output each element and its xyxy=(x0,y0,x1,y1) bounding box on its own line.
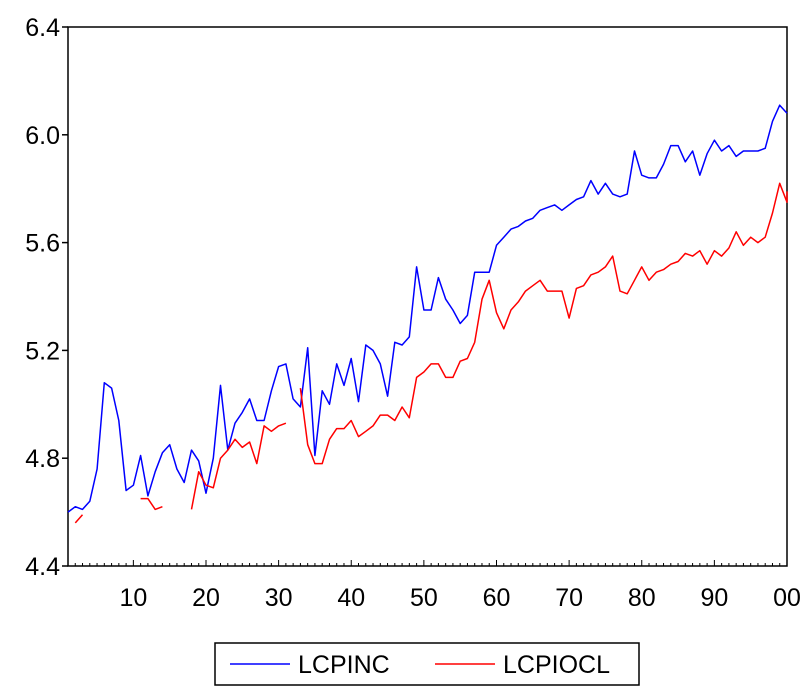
legend-label-lcpinc: LCPINC xyxy=(298,651,390,679)
series-line-lcpiocl xyxy=(74,182,788,524)
x-tick-label: 60 xyxy=(483,584,511,612)
y-tick-label: 6.4 xyxy=(25,14,60,42)
series-layer xyxy=(67,104,788,524)
x-tick-label: 90 xyxy=(700,584,728,612)
y-tick-label: 4.8 xyxy=(25,445,60,473)
x-tick-label: 10 xyxy=(119,584,147,612)
plot-frame xyxy=(67,26,788,567)
x-tick-label: 70 xyxy=(555,584,583,612)
y-tick-label: 5.2 xyxy=(25,337,60,365)
legend-label-lcpiocl: LCPIOCL xyxy=(503,651,610,679)
y-tick-label: 5.6 xyxy=(25,230,60,258)
y-axis: 4.4 4.8 5.2 5.6 6.0 6.4 xyxy=(25,14,68,581)
x-tick-label: 00 xyxy=(773,584,801,612)
x-tick-label: 30 xyxy=(265,584,293,612)
x-tick-label: 80 xyxy=(628,584,656,612)
series-line-lcpinc xyxy=(67,104,788,513)
x-axis: 10 20 30 40 50 60 70 80 90 00 xyxy=(67,560,801,612)
y-tick-label: 4.4 xyxy=(25,553,60,581)
legend: LCPINC LCPIOCL xyxy=(214,642,640,686)
x-tick-label: 40 xyxy=(337,584,365,612)
x-tick-label: 20 xyxy=(192,584,220,612)
y-tick-label: 6.0 xyxy=(25,122,60,150)
x-tick-label: 50 xyxy=(410,584,438,612)
